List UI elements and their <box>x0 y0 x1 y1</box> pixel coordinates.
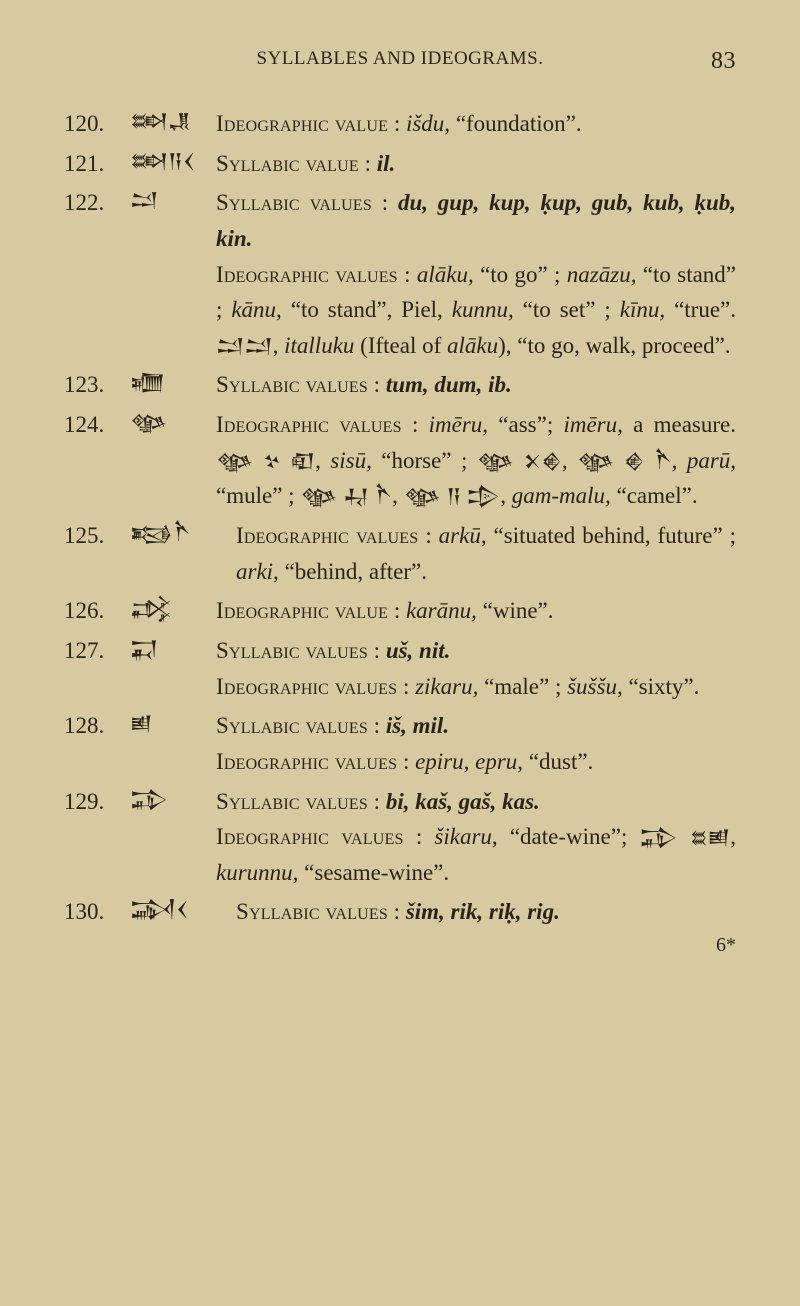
entry-text: Syllabic values : tum, dum, ib. <box>216 367 736 403</box>
entry-text: Syllabic value : il. <box>216 146 736 182</box>
entry-text: Syllabic values : du, gup, kup, ḳup, gub… <box>216 185 736 363</box>
entry-text: Ideographic value : išdu, “foundation”. <box>216 106 736 142</box>
entry-text: Syllabic values : iš, mil.Ideographic va… <box>216 708 736 779</box>
cuneiform-sign: 𒅖 <box>130 708 216 736</box>
cuneiform-sign: 𒇷𒀀𒌋 <box>130 146 216 174</box>
entry: 125.𒂕𒋻Ideographic values : arkū, “situat… <box>64 518 736 589</box>
cuneiform-sign: 𒃶 <box>130 593 216 621</box>
entry-number: 121. <box>64 146 130 182</box>
entry: 121.𒇷𒀀𒌋Syllabic value : il. <box>64 146 736 182</box>
running-head: SYLLABLES AND IDEOGRAMS. 83 <box>64 48 736 70</box>
page-number: 83 <box>711 48 736 75</box>
entry: 129.𒁉Syllabic values : bi, kaš, gaš, kas… <box>64 784 736 891</box>
entry: 126.𒃶Ideographic value : karānu, “wine”. <box>64 593 736 629</box>
entry-number: 128. <box>64 708 130 744</box>
entry: 123.𒁾Syllabic values : tum, dum, ib. <box>64 367 736 403</box>
cuneiform-sign: 𒋆𒌋 <box>130 894 246 922</box>
cuneiform-sign: 𒂕𒋻 <box>130 518 246 546</box>
signature-mark: 6* <box>64 934 736 957</box>
entry: 128.𒅖Syllabic values : iš, mil.Ideograph… <box>64 708 736 779</box>
entry-text: Ideographic values : arkū, “situated beh… <box>236 518 736 589</box>
running-title: SYLLABLES AND IDEOGRAMS. <box>257 48 544 70</box>
cuneiform-sign: 𒁉 <box>130 784 216 812</box>
entry-number: 127. <box>64 633 130 669</box>
cuneiform-sign: 𒁺 <box>130 185 216 213</box>
entry-text: Syllabic values : uš, nit.Ideographic va… <box>216 633 736 704</box>
entry: 124.𒀲Ideographic values : imēru, “ass”; … <box>64 407 736 514</box>
entry-text: Syllabic values : šim, rik, riḳ, rig. <box>236 894 736 930</box>
entry-text: Ideographic value : karānu, “wine”. <box>216 593 736 629</box>
entry: 120.𒇷𒂗Ideographic value : išdu, “foundat… <box>64 106 736 142</box>
entry-number: 129. <box>64 784 130 820</box>
cuneiform-sign: 𒍑 <box>130 633 216 661</box>
entry-text: Ideographic values : imēru, “ass”; imēru… <box>216 407 736 514</box>
entry-number: 125. <box>64 518 130 554</box>
entry-number: 122. <box>64 185 130 221</box>
entry: 127.𒍑Syllabic values : uš, nit.Ideograph… <box>64 633 736 704</box>
entry-number: 124. <box>64 407 130 443</box>
entry-number: 120. <box>64 106 130 142</box>
entries-list: 120.𒇷𒂗Ideographic value : išdu, “foundat… <box>64 106 736 930</box>
cuneiform-sign: 𒀲 <box>130 407 216 435</box>
entry: 130.𒋆𒌋Syllabic values : šim, rik, riḳ, r… <box>64 894 736 930</box>
entry-text: Syllabic values : bi, kaš, gaš, kas.Ideo… <box>216 784 736 891</box>
page: SYLLABLES AND IDEOGRAMS. 83 120.𒇷𒂗Ideogr… <box>0 0 800 1005</box>
entry: 122.𒁺Syllabic values : du, gup, kup, ḳup… <box>64 185 736 363</box>
entry-number: 126. <box>64 593 130 629</box>
cuneiform-sign: 𒇷𒂗 <box>130 106 216 134</box>
cuneiform-sign: 𒁾 <box>130 367 216 395</box>
entry-number: 123. <box>64 367 130 403</box>
entry-number: 130. <box>64 894 130 930</box>
